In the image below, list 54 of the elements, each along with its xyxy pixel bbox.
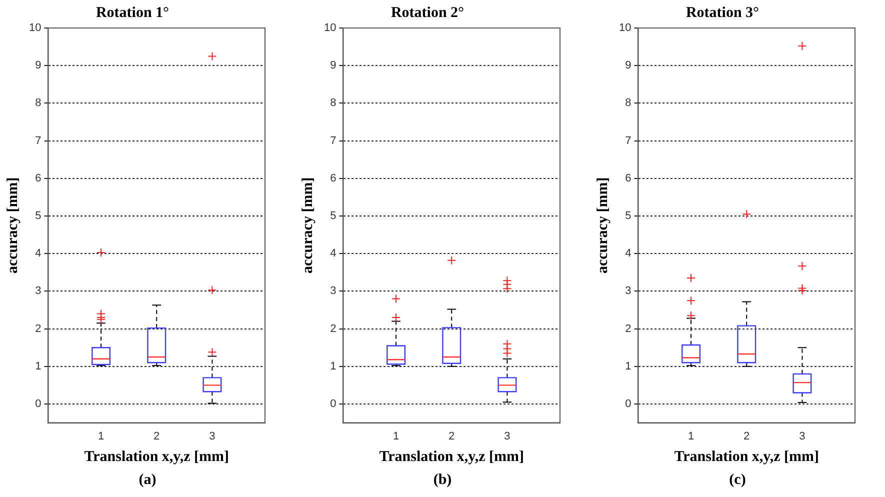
- y-tick-label: 1: [330, 360, 336, 372]
- x-tick-label: 1: [688, 430, 694, 442]
- y-axis-title: accuracy [mm]: [300, 177, 316, 274]
- y-tick-label: 5: [625, 210, 632, 222]
- y-tick-label: 5: [330, 210, 336, 222]
- y-tick-label: 3: [330, 285, 336, 298]
- text: (b): [432, 472, 453, 489]
- chart-title: Rotation 3°: [686, 4, 760, 21]
- x-tick-label: 1: [392, 430, 400, 442]
- y-tick-label: 2: [330, 322, 336, 335]
- y-tick-label: 3: [35, 285, 42, 298]
- y-tick-label: 1: [625, 360, 632, 372]
- y-tick-label: 8: [625, 97, 632, 110]
- y-tick-label: 0: [330, 398, 336, 410]
- x-tick-label: 2: [154, 430, 160, 442]
- y-tick-label: 9: [330, 60, 336, 72]
- text: (c): [728, 472, 747, 489]
- y-tick-label: 2: [35, 322, 42, 335]
- x-axis-title: Translation x,y,z [mm]: [84, 448, 229, 465]
- y-tick-label: 5: [35, 210, 42, 222]
- y-tick-label: 7: [330, 134, 336, 147]
- x-tick-label: 1: [98, 430, 104, 442]
- y-tick-label: 1: [35, 360, 42, 372]
- x-tick-label: 2: [448, 430, 455, 442]
- y-tick-label: 10: [324, 22, 336, 34]
- x-axis-title: Translation x,y,z [mm]: [674, 448, 819, 465]
- y-tick-label: 4: [35, 248, 42, 260]
- y-tick-label: 10: [618, 22, 632, 34]
- y-tick-label: 10: [28, 22, 42, 34]
- y-tick-label: 7: [625, 134, 632, 147]
- y-tick-label: 4: [330, 248, 336, 260]
- y-tick-label: 8: [330, 97, 336, 110]
- text: (a): [138, 472, 158, 489]
- y-axis-title: accuracy [mm]: [594, 177, 611, 274]
- y-tick-label: 9: [35, 60, 42, 72]
- y-tick-label: 2: [625, 322, 632, 335]
- y-tick-label: 0: [35, 398, 42, 410]
- y-tick-label: 7: [35, 134, 42, 147]
- x-tick-label: 2: [744, 430, 750, 442]
- x-tick-label: 3: [504, 430, 510, 442]
- x-tick-label: 3: [799, 430, 806, 442]
- y-tick-label: 6: [35, 172, 42, 184]
- y-tick-label: 8: [35, 97, 42, 110]
- chart-title: Rotation 2°: [390, 4, 464, 21]
- chart-title: Rotation 1°: [96, 4, 170, 21]
- y-tick-label: 0: [625, 398, 632, 410]
- y-tick-label: 6: [330, 172, 336, 184]
- x-axis-title: Translation x,y,z [mm]: [379, 448, 524, 465]
- y-tick-label: 3: [625, 285, 632, 298]
- y-tick-label: 4: [625, 248, 632, 260]
- x-tick-label: 3: [209, 430, 216, 442]
- y-axis-title: accuracy [mm]: [4, 177, 21, 274]
- y-tick-label: 9: [625, 60, 632, 72]
- y-tick-label: 6: [625, 172, 632, 184]
